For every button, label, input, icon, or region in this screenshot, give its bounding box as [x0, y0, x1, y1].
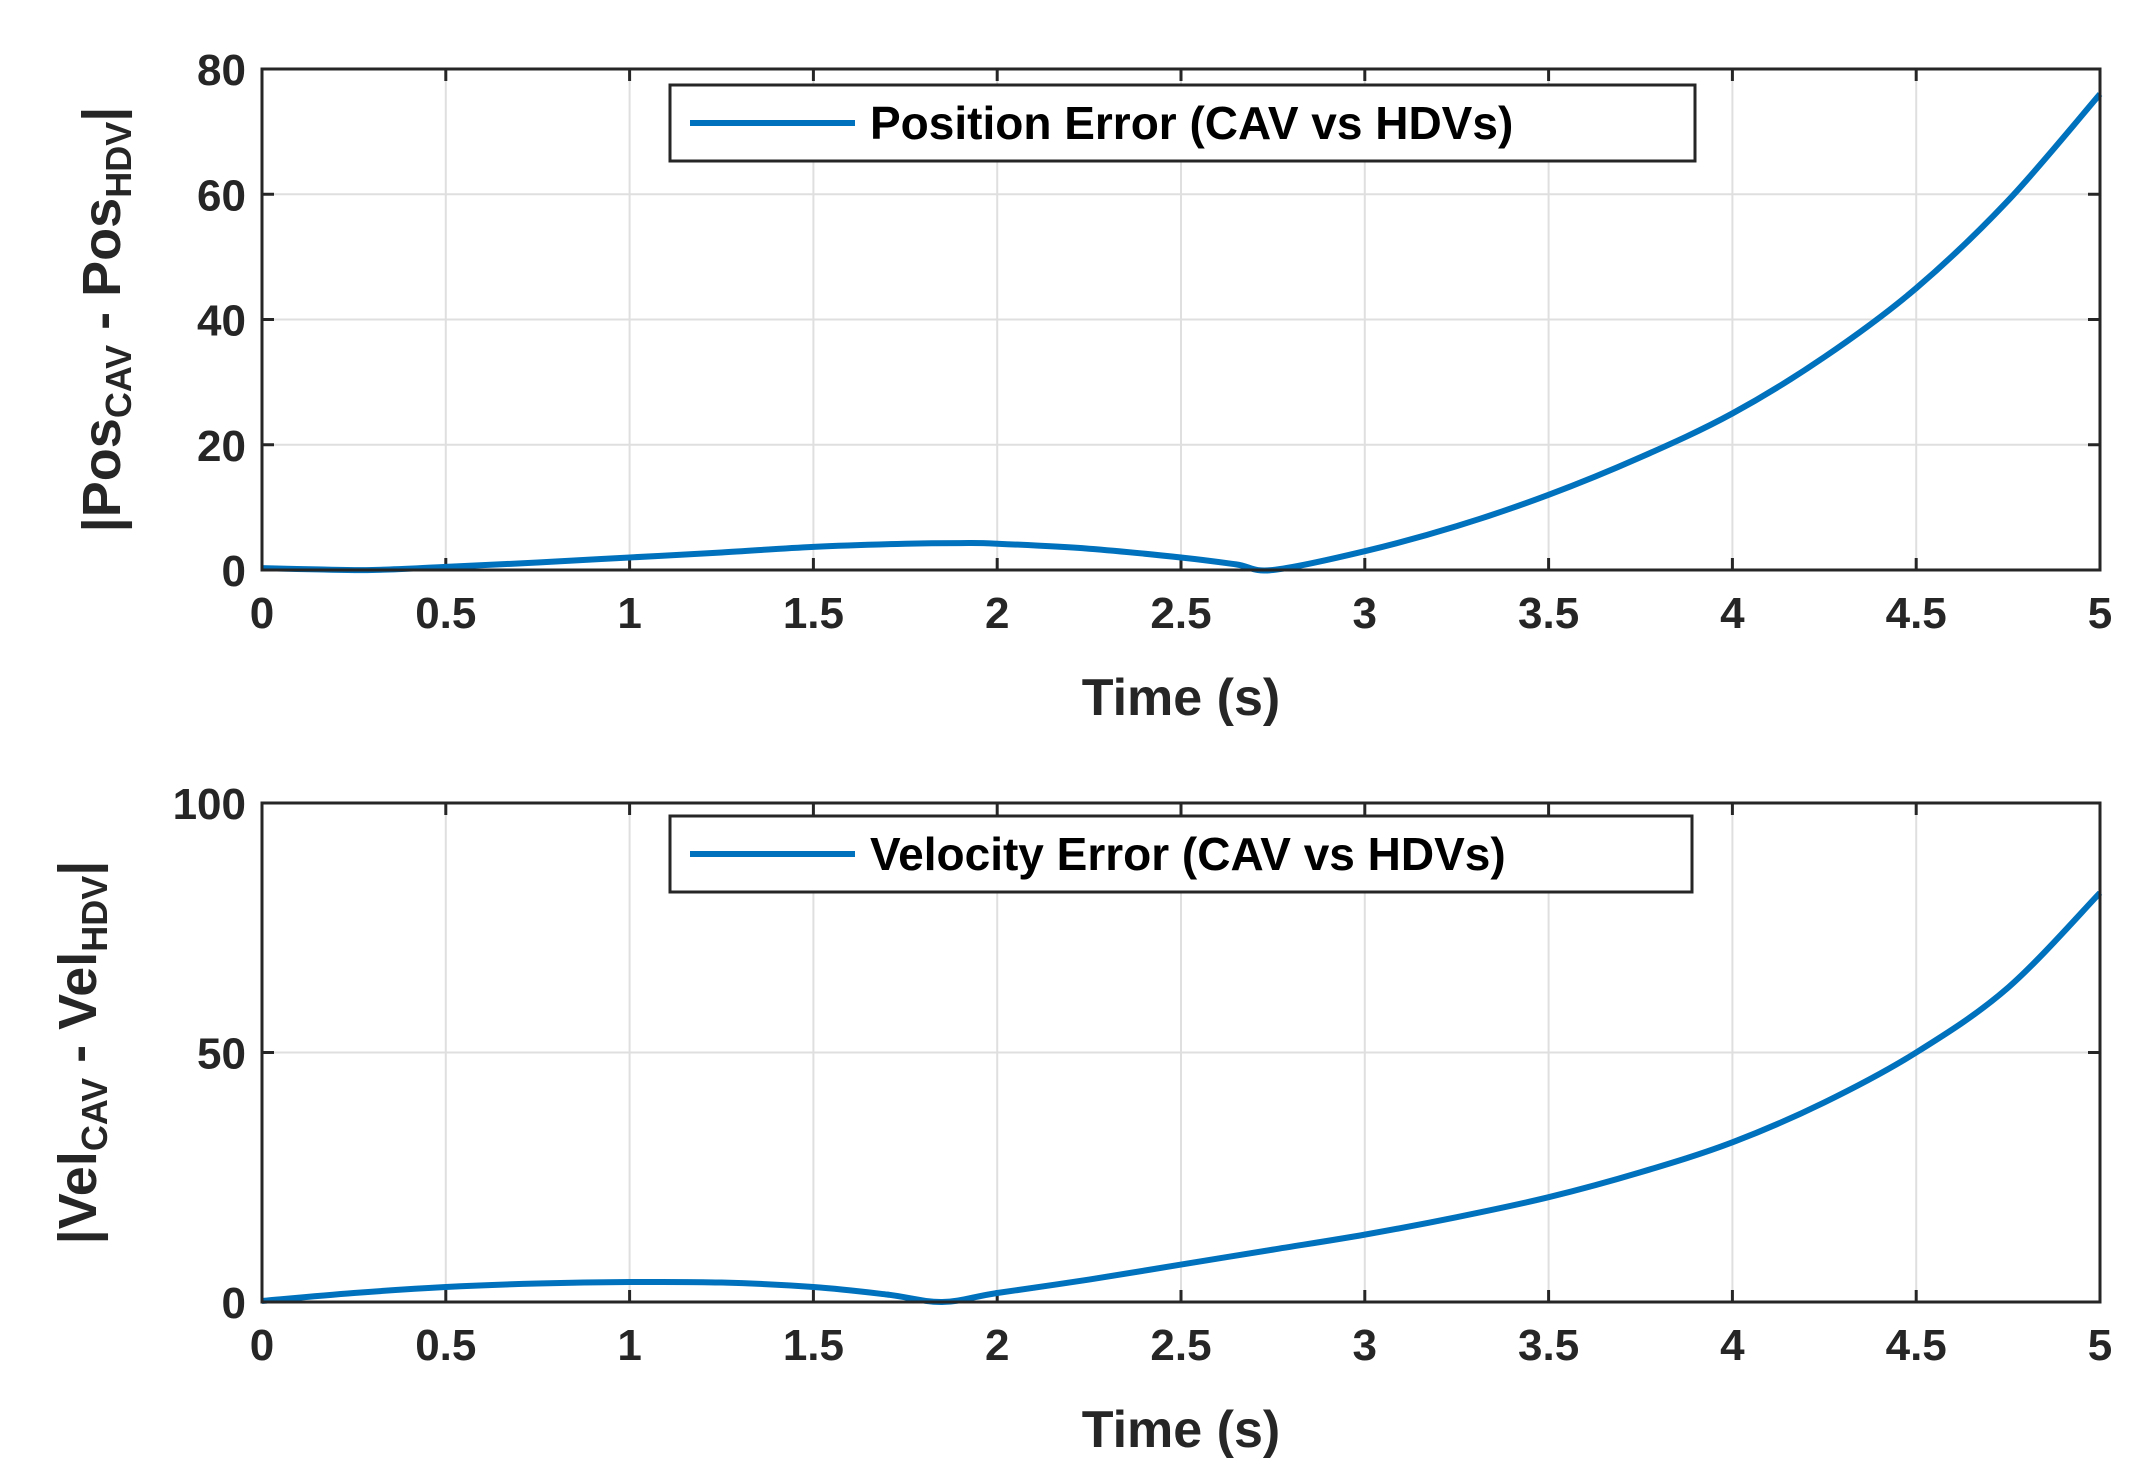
velocity-error-ylabel-mid: -	[48, 1030, 108, 1078]
position-error-xtick-label: 4.5	[1886, 589, 1947, 638]
velocity-error-ylabel-end: |	[48, 861, 109, 876]
position-error-ylabel-bar: |	[72, 517, 133, 532]
position-error-ylabel: |PosCAV - PosHDV|	[72, 107, 139, 533]
velocity-error-xtick-label: 1.5	[783, 1321, 844, 1370]
position-error-axes-box	[260, 67, 2102, 572]
velocity-error-ylabel: |VelCAV - VelHDV|	[48, 861, 115, 1245]
position-error-legend-label: Position Error (CAV vs HDVs)	[870, 97, 1513, 149]
position-error-xtick-label: 5	[2088, 589, 2112, 638]
position-error-ytick-label: 40	[197, 297, 246, 346]
position-error-xtick-label: 1.5	[783, 589, 844, 638]
position-error-xtick-label: 2	[985, 589, 1009, 638]
velocity-error-xtick-label: 1	[617, 1321, 641, 1370]
position-error-xtick-label: 1	[617, 589, 641, 638]
velocity-error-xtick-label: 4	[1720, 1321, 1745, 1370]
position-error-ytick-label: 20	[197, 422, 246, 471]
velocity-error-xtick-label: 0	[250, 1321, 274, 1370]
position-error-ytick-label: 0	[222, 547, 246, 596]
velocity-error-xtick-label: 4.5	[1886, 1321, 1947, 1370]
velocity-error-series	[261, 890, 2103, 1306]
velocity-error-ytick-label: 100	[173, 780, 246, 829]
velocity-error-legend-label: Velocity Error (CAV vs HDVs)	[870, 828, 1506, 880]
position-error-xtick-label: 4	[1720, 589, 1745, 638]
velocity-error-ylabel-b-sub: HDV	[74, 876, 115, 952]
velocity-error-ytick-label: 0	[222, 1279, 246, 1328]
velocity-error-xtick-label: 2	[985, 1321, 1009, 1370]
position-error-xtick-label: 3.5	[1518, 589, 1579, 638]
position-error-ylabel-a: Pos	[72, 418, 132, 517]
position-error-ylabel-a-sub: CAV	[98, 345, 139, 418]
velocity-error-legend: Velocity Error (CAV vs HDVs)	[668, 814, 1694, 894]
velocity-error-xtick-label: 0.5	[415, 1321, 476, 1370]
position-error-ylabel-mid: -	[72, 297, 132, 345]
position-error-xtick-label: 2.5	[1150, 589, 1211, 638]
velocity-error-xtick-label: 3.5	[1518, 1321, 1579, 1370]
position-error-plot: 0 0.5 1 1.5 2 2.5 3 3.5 4 4.5 5 0 20 40 60 80 Position …	[72, 46, 2112, 727]
velocity-error-ylabel-bar: |	[48, 1229, 109, 1244]
velocity-error-axes-box	[260, 801, 2102, 1304]
position-error-xtick-label: 0.5	[415, 589, 476, 638]
position-error-series	[261, 92, 2103, 574]
position-error-ylabel-b: Pos	[72, 198, 132, 297]
velocity-error-xtick-label: 5	[2088, 1321, 2112, 1370]
velocity-error-xtick-label: 2.5	[1150, 1321, 1211, 1370]
velocity-error-xtick-label: 3	[1353, 1321, 1377, 1370]
velocity-error-ylabel-a-sub: CAV	[74, 1078, 115, 1151]
position-error-ylabel-b-sub: HDV	[98, 122, 139, 198]
position-error-xlabel: Time (s)	[1082, 669, 1280, 727]
position-error-xtick-label: 0	[250, 589, 274, 638]
position-error-ytick-label: 80	[197, 46, 246, 95]
velocity-error-ylabel-a: Vel	[48, 1151, 108, 1229]
position-error-legend: Position Error (CAV vs HDVs)	[668, 83, 1697, 163]
position-error-ylabel-end: |	[72, 107, 133, 122]
velocity-error-xlabel: Time (s)	[1082, 1401, 1280, 1459]
position-error-ytick-label: 60	[197, 171, 246, 220]
position-error-series-line	[261, 92, 2103, 574]
position-error-xtick-label: 3	[1353, 589, 1377, 638]
velocity-error-ytick-label: 50	[197, 1030, 246, 1079]
velocity-error-series-line	[261, 890, 2103, 1306]
velocity-error-ylabel-b: Vel	[48, 952, 108, 1030]
